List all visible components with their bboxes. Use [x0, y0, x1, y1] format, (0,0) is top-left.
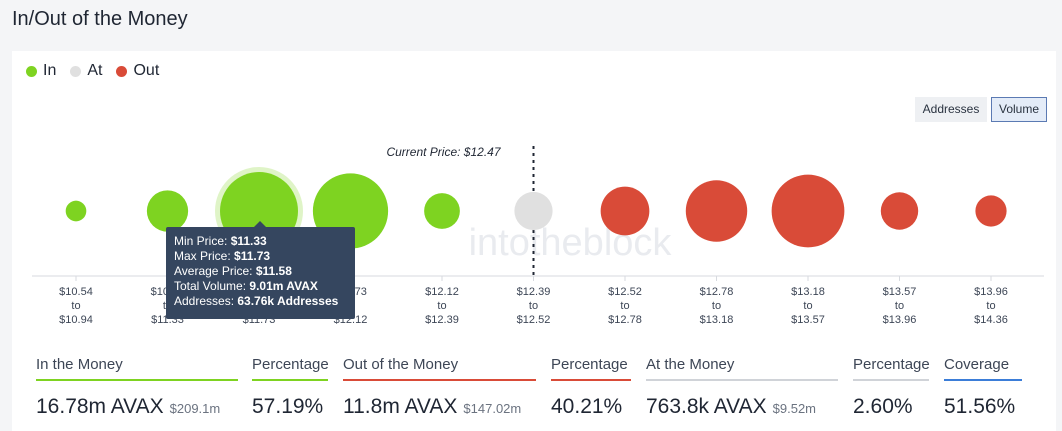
range-from-label: $13.96: [974, 286, 1008, 298]
volume-toggle-button[interactable]: Volume: [991, 97, 1047, 122]
stat-value: 16.78m AVAX $209.1m: [36, 395, 221, 418]
addresses-toggle-button[interactable]: Addresses: [915, 97, 987, 122]
stat-value: 57.19%: [252, 395, 324, 418]
range-to-label: $12.52: [517, 314, 551, 326]
range-from-label: $12.52: [608, 286, 642, 298]
legend-dot-at-icon: [70, 65, 82, 77]
range-from-label: $13.18: [791, 286, 825, 298]
bubble-1: [65, 200, 87, 222]
range-from-label: $12.12: [425, 286, 459, 298]
bubble-tooltip: Min Price: $11.33 Max Price: $11.73 Aver…: [166, 227, 355, 319]
page-title: In/Out of the Money: [12, 8, 188, 30]
range-to-word: to: [437, 300, 446, 312]
stat-value: 2.60%: [853, 395, 913, 418]
bubble-10: [880, 192, 919, 230]
tooltip-addresses-row: Addresses: 63.76k Addresses: [174, 294, 339, 308]
bubble-2: [146, 190, 189, 232]
range-to-word: to: [620, 300, 629, 312]
bubble-6: [514, 191, 553, 231]
range-to-label: $13.96: [883, 314, 917, 326]
legend-label-at: At: [87, 62, 103, 79]
bubble-8: [685, 180, 748, 242]
tooltip-avg-row: Average Price: $11.58: [174, 264, 292, 278]
stat-label: Out of the Money: [343, 356, 536, 381]
current-price-label: Current Price: $12.47: [386, 145, 501, 159]
legend-item-out[interactable]: Out: [116, 62, 159, 80]
bubble-9: [771, 174, 845, 248]
stat-coverage: Coverage 51.56%: [944, 356, 1022, 419]
tooltip-arrow: [253, 221, 267, 228]
tooltip-min-row: Min Price: $11.33: [174, 234, 267, 248]
stat-label: At the Money: [646, 356, 838, 381]
tooltip-max-row: Max Price: $11.73: [174, 249, 271, 263]
stat-label: Percentage: [853, 356, 930, 381]
range-to-word: to: [71, 300, 80, 312]
range-to-label: $14.36: [974, 314, 1008, 326]
range-from-label: $12.78: [700, 286, 734, 298]
range-to-label: $12.78: [608, 314, 642, 326]
stat-value: 51.56%: [944, 395, 1016, 418]
legend-label-out: Out: [133, 62, 160, 79]
legend: In At Out: [26, 62, 159, 80]
range-to-word: to: [986, 300, 995, 312]
stat-usd-value: $147.02m: [463, 401, 522, 416]
legend-label-in: In: [43, 62, 57, 79]
stat-value: 40.21%: [551, 395, 623, 418]
stat-percentage: Percentage 40.21%: [551, 356, 631, 419]
range-from-label: $12.39: [517, 286, 551, 298]
stat-value: 11.8m AVAX $147.02m: [343, 395, 522, 418]
range-to-label: $12.39: [425, 314, 459, 326]
range-to-word: to: [712, 300, 721, 312]
summary-stats: In the Money 16.78m AVAX $209.1m Percentage…: [0, 356, 1062, 431]
bubble-7: [600, 186, 650, 236]
stat-usd-value: $9.52m: [772, 401, 817, 416]
bubble-11: [975, 195, 1007, 227]
legend-dot-out-icon: [116, 65, 128, 77]
stat-label: Coverage: [944, 356, 1022, 381]
range-to-word: to: [529, 300, 538, 312]
legend-item-at[interactable]: At: [70, 62, 102, 80]
tooltip-volume-row: Total Volume: 9.01m AVAX: [174, 279, 318, 293]
stat-out-of-the-money: Out of the Money 11.8m AVAX $147.02m: [343, 356, 536, 419]
stat-label: Percentage: [252, 356, 329, 381]
stat-at-the-money: At the Money 763.8k AVAX $9.52m: [646, 356, 838, 419]
stat-label: In the Money: [36, 356, 238, 381]
range-to-label: $10.94: [59, 314, 93, 326]
range-from-label: $13.57: [883, 286, 917, 298]
stat-percentage: Percentage 57.19%: [252, 356, 329, 419]
stat-in-the-money: In the Money 16.78m AVAX $209.1m: [36, 356, 238, 419]
range-to-label: $13.57: [791, 314, 825, 326]
stat-label: Percentage: [551, 356, 631, 381]
range-from-label: $10.54: [59, 286, 93, 298]
bubble-5: [424, 193, 460, 229]
legend-dot-in-icon: [26, 65, 37, 77]
range-to-label: $13.18: [700, 314, 734, 326]
range-to-word: to: [895, 300, 904, 312]
stat-usd-value: $209.1m: [169, 401, 221, 416]
range-to-word: to: [803, 300, 812, 312]
legend-item-in[interactable]: In: [26, 62, 56, 80]
stat-percentage: Percentage 2.60%: [853, 356, 930, 419]
stat-value: 763.8k AVAX $9.52m: [646, 395, 817, 418]
